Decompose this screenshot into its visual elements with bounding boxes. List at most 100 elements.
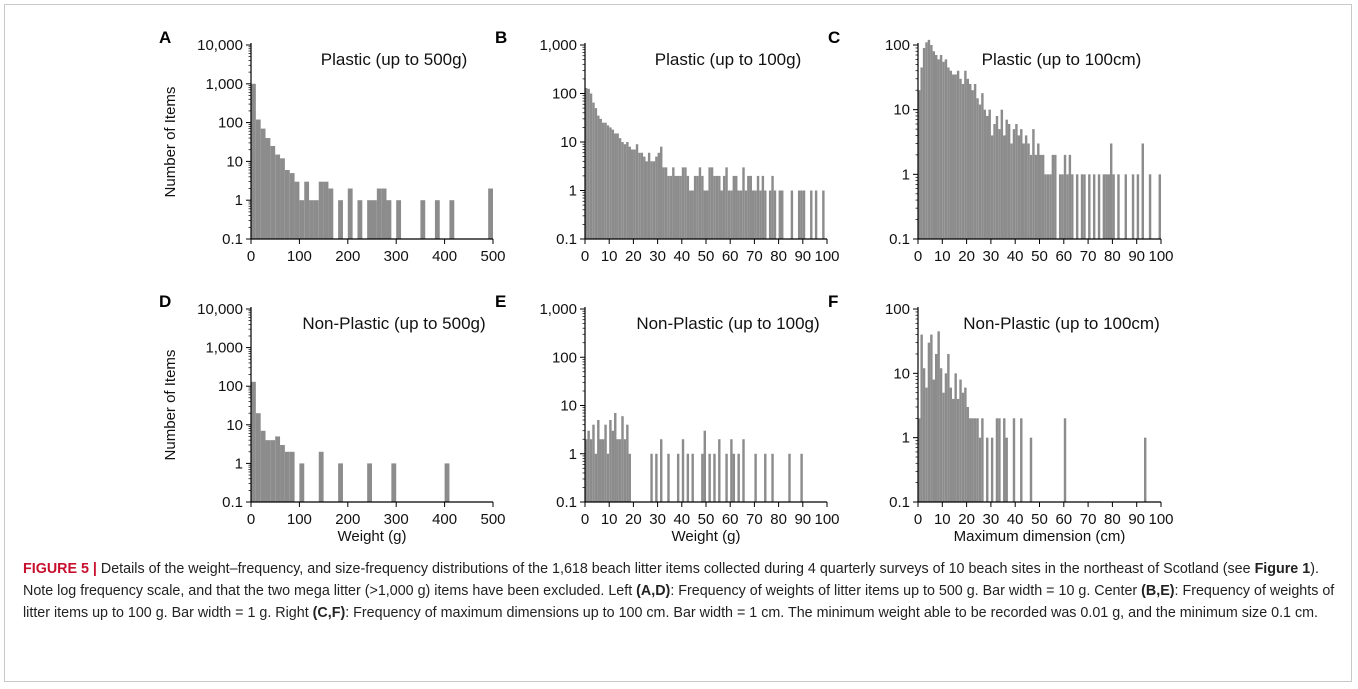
bar-c-1 [920, 67, 923, 240]
x-tick-label-d-1: 100 [287, 511, 312, 528]
figure-frame: 0.1 1 10 100 1,000 10,000 0 100 200 300 400 500 Plas… [4, 4, 1352, 682]
bar-b-35 [669, 175, 673, 239]
x-tick-label-c-4: 40 [1007, 248, 1024, 265]
x-tick-label-b-6: 60 [722, 248, 739, 265]
bar-c-47 [1032, 129, 1035, 239]
x-tick-label-e-3: 30 [649, 511, 666, 528]
x-tick-label-b-3: 30 [649, 248, 666, 265]
bar-e-37 [754, 453, 757, 502]
bar-b-10 [609, 127, 612, 239]
bar-d-3 [265, 440, 271, 502]
bar-c-6 [932, 51, 936, 239]
bar-d-0 [251, 381, 256, 502]
x-tick-label-c-3: 30 [983, 248, 1000, 265]
bar-b-19 [630, 149, 634, 239]
x-tick-label-c-0: 0 [914, 248, 922, 265]
bar-c-30 [990, 135, 994, 239]
bar-a-17 [338, 200, 343, 239]
bar-b-9 [606, 125, 610, 239]
bar-c-19 [964, 70, 967, 239]
panel-letter-a: A [159, 28, 171, 47]
x-axis-label-d: Weight (g) [338, 528, 407, 545]
bar-a-0 [251, 83, 256, 239]
bar-c-3 [925, 42, 928, 239]
bar-f-15 [954, 373, 957, 502]
bar-f-16 [956, 398, 960, 502]
x-tick-label-a-2: 200 [335, 248, 360, 265]
bar-f-14 [952, 398, 955, 502]
bar-b-18 [628, 146, 631, 239]
panel-letter-b: B [495, 28, 507, 47]
bar-c-50 [1039, 154, 1042, 239]
panel-letter-c: C [828, 28, 840, 47]
figure-caption: FIGURE 5 | Details of the weight–frequen… [23, 558, 1345, 624]
y-tick-label-e-4: 1,000 [539, 301, 577, 318]
bar-d-6 [280, 444, 285, 502]
bar-e-29 [708, 453, 711, 502]
bar-b-20 [633, 149, 636, 239]
x-tick-label-f-8: 80 [1104, 511, 1121, 528]
bar-f-3 [925, 387, 928, 502]
bar-c-21 [969, 83, 972, 240]
y-tick-label-e-3: 100 [552, 349, 577, 366]
bar-c-49 [1037, 143, 1040, 239]
bar-b-85 [814, 190, 818, 239]
panel-title-e: Non-Plastic (up to 100g) [636, 314, 819, 333]
caption-text-5: : Frequency of maximum dimensions up to … [345, 605, 1318, 621]
bar-c-55 [1051, 154, 1055, 239]
caption-text-3: : Frequency of weights of litter items u… [670, 583, 1142, 599]
x-tick-label-f-1: 10 [934, 511, 951, 528]
bar-a-20 [367, 200, 372, 239]
x-tick-label-a-5: 500 [480, 248, 505, 265]
bar-a-2 [260, 128, 266, 239]
bar-c-59 [1063, 154, 1067, 239]
bar-e-36 [742, 439, 745, 502]
bar-b-65 [742, 167, 745, 239]
bar-f-17 [959, 379, 962, 502]
bar-c-31 [993, 124, 996, 239]
bar-d-12 [367, 463, 372, 502]
x-tick-label-f-2: 20 [958, 511, 975, 528]
bar-b-17 [626, 142, 629, 239]
x-tick-label-e-7: 70 [746, 511, 763, 528]
bar-b-4 [594, 108, 598, 239]
bar-c-43 [1022, 143, 1025, 239]
x-tick-label-f-5: 50 [1031, 511, 1048, 528]
bar-c-12 [947, 67, 950, 240]
bar-b-39 [679, 175, 682, 239]
bar-e-16 [623, 439, 627, 502]
bar-f-7 [935, 353, 938, 502]
bar-c-2 [922, 47, 926, 240]
bar-f-21 [969, 418, 972, 502]
x-tick-label-b-0: 0 [581, 248, 589, 265]
bar-a-11 [304, 181, 310, 239]
bar-a-18 [347, 188, 353, 239]
panel-title-a: Plastic (up to 500g) [321, 50, 467, 69]
bar-e-2 [589, 439, 593, 502]
caption-figure-ref[interactable]: Figure 1 [1254, 561, 1311, 577]
bar-e-21 [660, 439, 663, 502]
y-tick-label-d-4: 1,000 [205, 340, 243, 357]
bar-a-9 [294, 181, 300, 239]
bar-b-0 [585, 87, 588, 239]
caption-ref-be: (B,E) [1141, 583, 1175, 599]
y-tick-label-f-1: 1 [902, 430, 910, 447]
bar-a-6 [280, 158, 285, 239]
bar-b-8 [604, 122, 607, 239]
bar-f-26 [981, 418, 984, 502]
bar-b-15 [621, 142, 624, 239]
bar-a-7 [284, 170, 290, 239]
x-tick-label-d-4: 400 [432, 511, 457, 528]
caption-text-4: : Frequency of weights of litter items u… [23, 583, 1335, 621]
bar-e-9 [606, 453, 610, 502]
bar-b-26 [647, 152, 651, 239]
x-tick-label-c-5: 50 [1031, 248, 1048, 265]
y-tick-label-b-2: 10 [560, 134, 577, 151]
bar-b-6 [599, 118, 602, 239]
bar-b-62 [735, 175, 738, 239]
bar-b-50 [706, 190, 709, 239]
panel-letter-f: F [828, 292, 838, 311]
y-tick-label-a-3: 100 [218, 115, 243, 132]
bar-b-54 [715, 175, 719, 239]
